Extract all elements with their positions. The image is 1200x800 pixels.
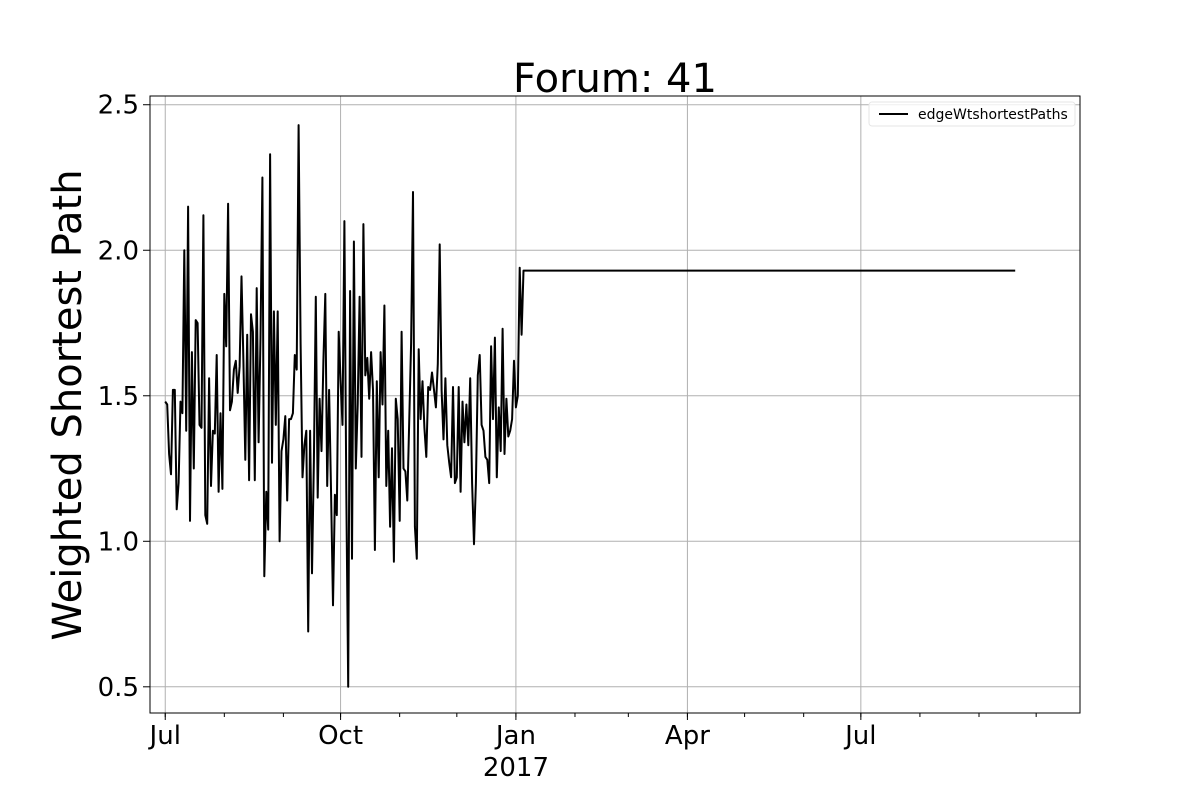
- series-line: [164, 124, 1016, 688]
- y-tick-label: 2.5: [98, 91, 139, 121]
- y-tick-label: 1.0: [98, 527, 139, 557]
- x-tick-label: Jan: [494, 721, 536, 751]
- legend-box: [868, 101, 1076, 127]
- chart-title: Forum: 41: [513, 56, 717, 102]
- y-tick-label: 1.5: [98, 382, 139, 412]
- y-tick-label: 0.5: [98, 673, 139, 703]
- legend-entry: edgeWtshortestPaths: [918, 107, 1068, 123]
- series-layer: [164, 124, 1016, 688]
- y-tick-label: 2.0: [98, 236, 139, 266]
- x-tick-label: Apr: [665, 721, 710, 751]
- plot-frame: [149, 95, 1081, 714]
- x-tick-label: Oct: [318, 721, 363, 751]
- legend: edgeWtshortestPaths: [868, 101, 1076, 127]
- x-tick-label: Jul: [843, 721, 876, 751]
- x-tick-label: Jul: [148, 721, 181, 751]
- y-axis-label: Weighted Shortest Path: [45, 169, 91, 640]
- gridlines: [150, 96, 1080, 713]
- x-tick-year-label: 2017: [483, 753, 549, 783]
